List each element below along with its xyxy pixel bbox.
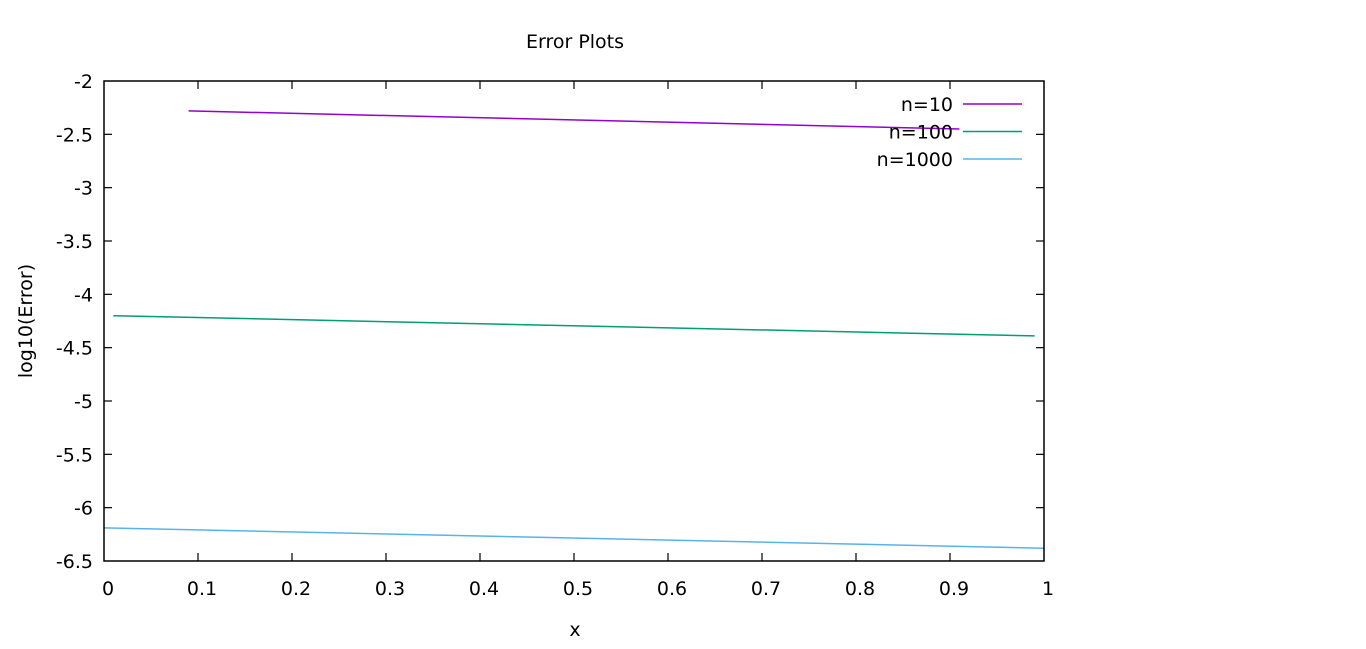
x-tick-label: 0.6 bbox=[657, 578, 687, 600]
x-tick-label: 0.5 bbox=[563, 578, 593, 600]
legend-label: n=100 bbox=[889, 122, 953, 144]
y-axis-label: log10(Error) bbox=[15, 264, 37, 378]
y-tick-label: -5.5 bbox=[56, 444, 93, 466]
x-tick-label: 0.8 bbox=[845, 578, 875, 600]
series-line-n-10 bbox=[188, 110, 960, 130]
y-tick-label: -3.5 bbox=[56, 231, 93, 253]
x-tick-label: 0.4 bbox=[469, 578, 499, 600]
legend-label: n=1000 bbox=[877, 149, 953, 171]
y-tick-label: -6.5 bbox=[56, 551, 93, 573]
series-line-n-100 bbox=[113, 314, 1035, 337]
x-tick-label: 0.7 bbox=[751, 578, 781, 600]
legend-label: n=10 bbox=[901, 94, 953, 116]
x-tick-label: 0.3 bbox=[375, 578, 405, 600]
x-tick-label: 0.9 bbox=[939, 578, 969, 600]
y-tick-label: -3 bbox=[74, 178, 93, 200]
plot-lines bbox=[103, 110, 1045, 549]
y-tick-label: -5 bbox=[74, 391, 93, 413]
x-tick-label: 0.1 bbox=[187, 578, 217, 600]
x-tick-label: 1 bbox=[1042, 578, 1054, 600]
chart-title: Error Plots bbox=[526, 31, 624, 53]
x-axis: 0 0.1 0.2 0.3 0.4 0.5 0.6 0.7 0.8 0.9 1 bbox=[102, 81, 1054, 600]
x-tick-label: 0 bbox=[102, 578, 114, 600]
y-tick-label: -6 bbox=[74, 498, 93, 520]
x-tick-label: 0.2 bbox=[281, 578, 311, 600]
y-tick-label: -2 bbox=[74, 71, 93, 93]
y-axis: -2 -2.5 -3 -3.5 -4 -4.5 -5 -5.5 -6 -6.5 bbox=[56, 71, 1044, 573]
y-tick-label: -4.5 bbox=[56, 338, 93, 360]
x-axis-label: x bbox=[569, 619, 580, 641]
series-line-n-1000 bbox=[103, 527, 1045, 549]
legend: n=10 n=100 n=1000 bbox=[877, 94, 1022, 171]
y-tick-label: -4 bbox=[74, 284, 93, 306]
y-tick-label: -2.5 bbox=[56, 124, 93, 146]
